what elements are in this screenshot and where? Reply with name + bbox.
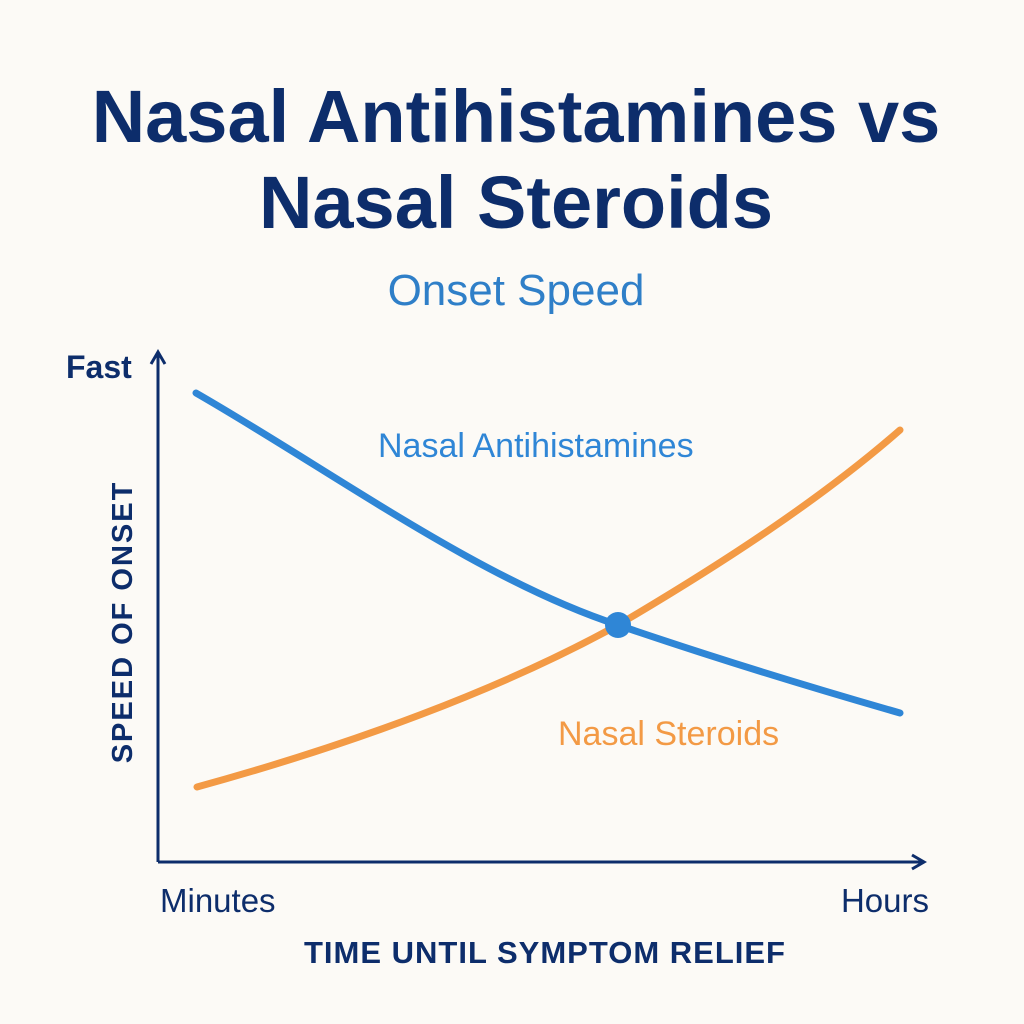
series-label: Nasal Antihistamines [378,427,694,465]
x-start-label: Minutes [160,882,276,919]
chart-title: Nasal Antihistamines vs [92,75,941,158]
x-arrow [911,853,927,871]
x-axis-label: TIME UNTIL SYMPTOM RELIEF [304,935,786,970]
y-arrow [149,349,167,365]
axes [149,349,927,871]
y-axis-label: SPEED OF ONSET [107,481,139,764]
chart-subtitle: Onset Speed [388,266,645,315]
curve [192,389,904,717]
x-end-label: Hours [841,882,929,919]
chart-title: Nasal Steroids [259,161,773,244]
intersection-dot [605,612,631,638]
y-end-label: Fast [66,349,132,385]
series-label: Nasal Steroids [558,715,779,753]
